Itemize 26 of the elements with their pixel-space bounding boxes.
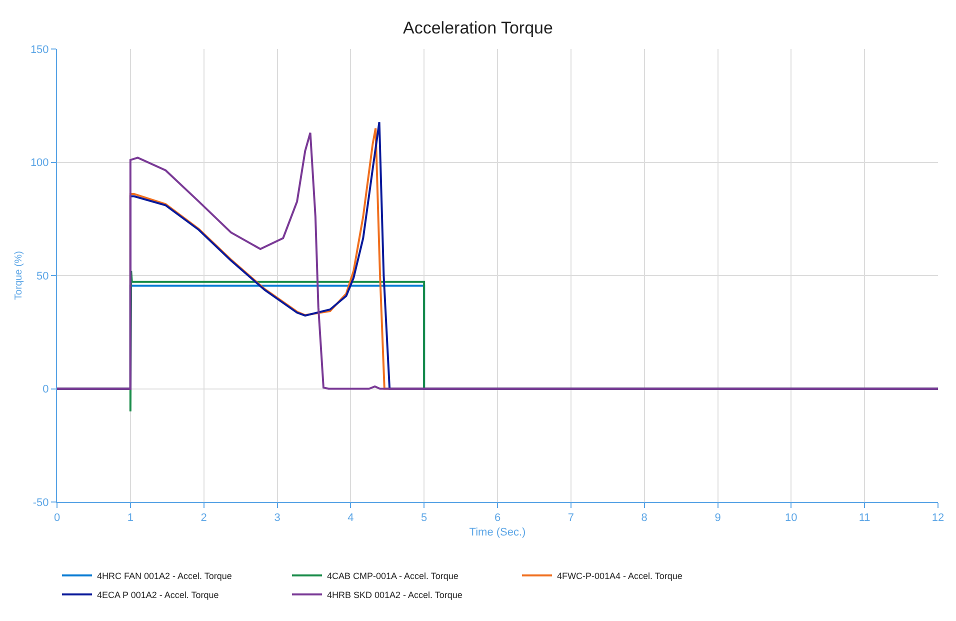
x-tick-label: 9	[714, 512, 721, 524]
y-axis-title: Torque (%)	[13, 251, 24, 300]
x-tick-label: 0	[54, 512, 60, 524]
x-tick-label: 5	[421, 512, 428, 524]
x-tick-label: 8	[641, 512, 648, 524]
y-tick-label: -50	[32, 496, 49, 509]
x-tick-label: 12	[932, 512, 944, 524]
chart-title: Acceleration Torque	[403, 18, 553, 38]
x-axis-title: Time (Sec.)	[469, 526, 526, 538]
legend-label: 4HRC FAN 001A2 - Accel. Torque	[97, 570, 232, 581]
y-tick-label: 0	[42, 384, 49, 396]
x-tick-label: 3	[274, 512, 280, 524]
x-tick-label: 7	[568, 512, 574, 524]
x-tick-label: 10	[785, 512, 798, 524]
y-tick-label: 100	[30, 157, 49, 170]
legend-label: 4HRB SKD 001A2 - Accel. Torque	[327, 590, 462, 600]
x-tick-label: 4	[348, 512, 354, 524]
y-tick-label: 50	[36, 270, 49, 282]
x-tick-label: 2	[200, 512, 207, 524]
x-tick-label: 11	[858, 512, 870, 524]
y-tick-label: 150	[30, 44, 49, 56]
x-tick-label: 1	[127, 512, 134, 524]
x-tick-label: 6	[494, 512, 501, 524]
legend-label: 4ECA P 001A2 - Accel. Torque	[97, 590, 219, 600]
legend-label: 4FWC-P-001A4 - Accel. Torque	[557, 570, 682, 581]
legend-label: 4CAB CMP-001A - Accel. Torque	[327, 570, 458, 581]
